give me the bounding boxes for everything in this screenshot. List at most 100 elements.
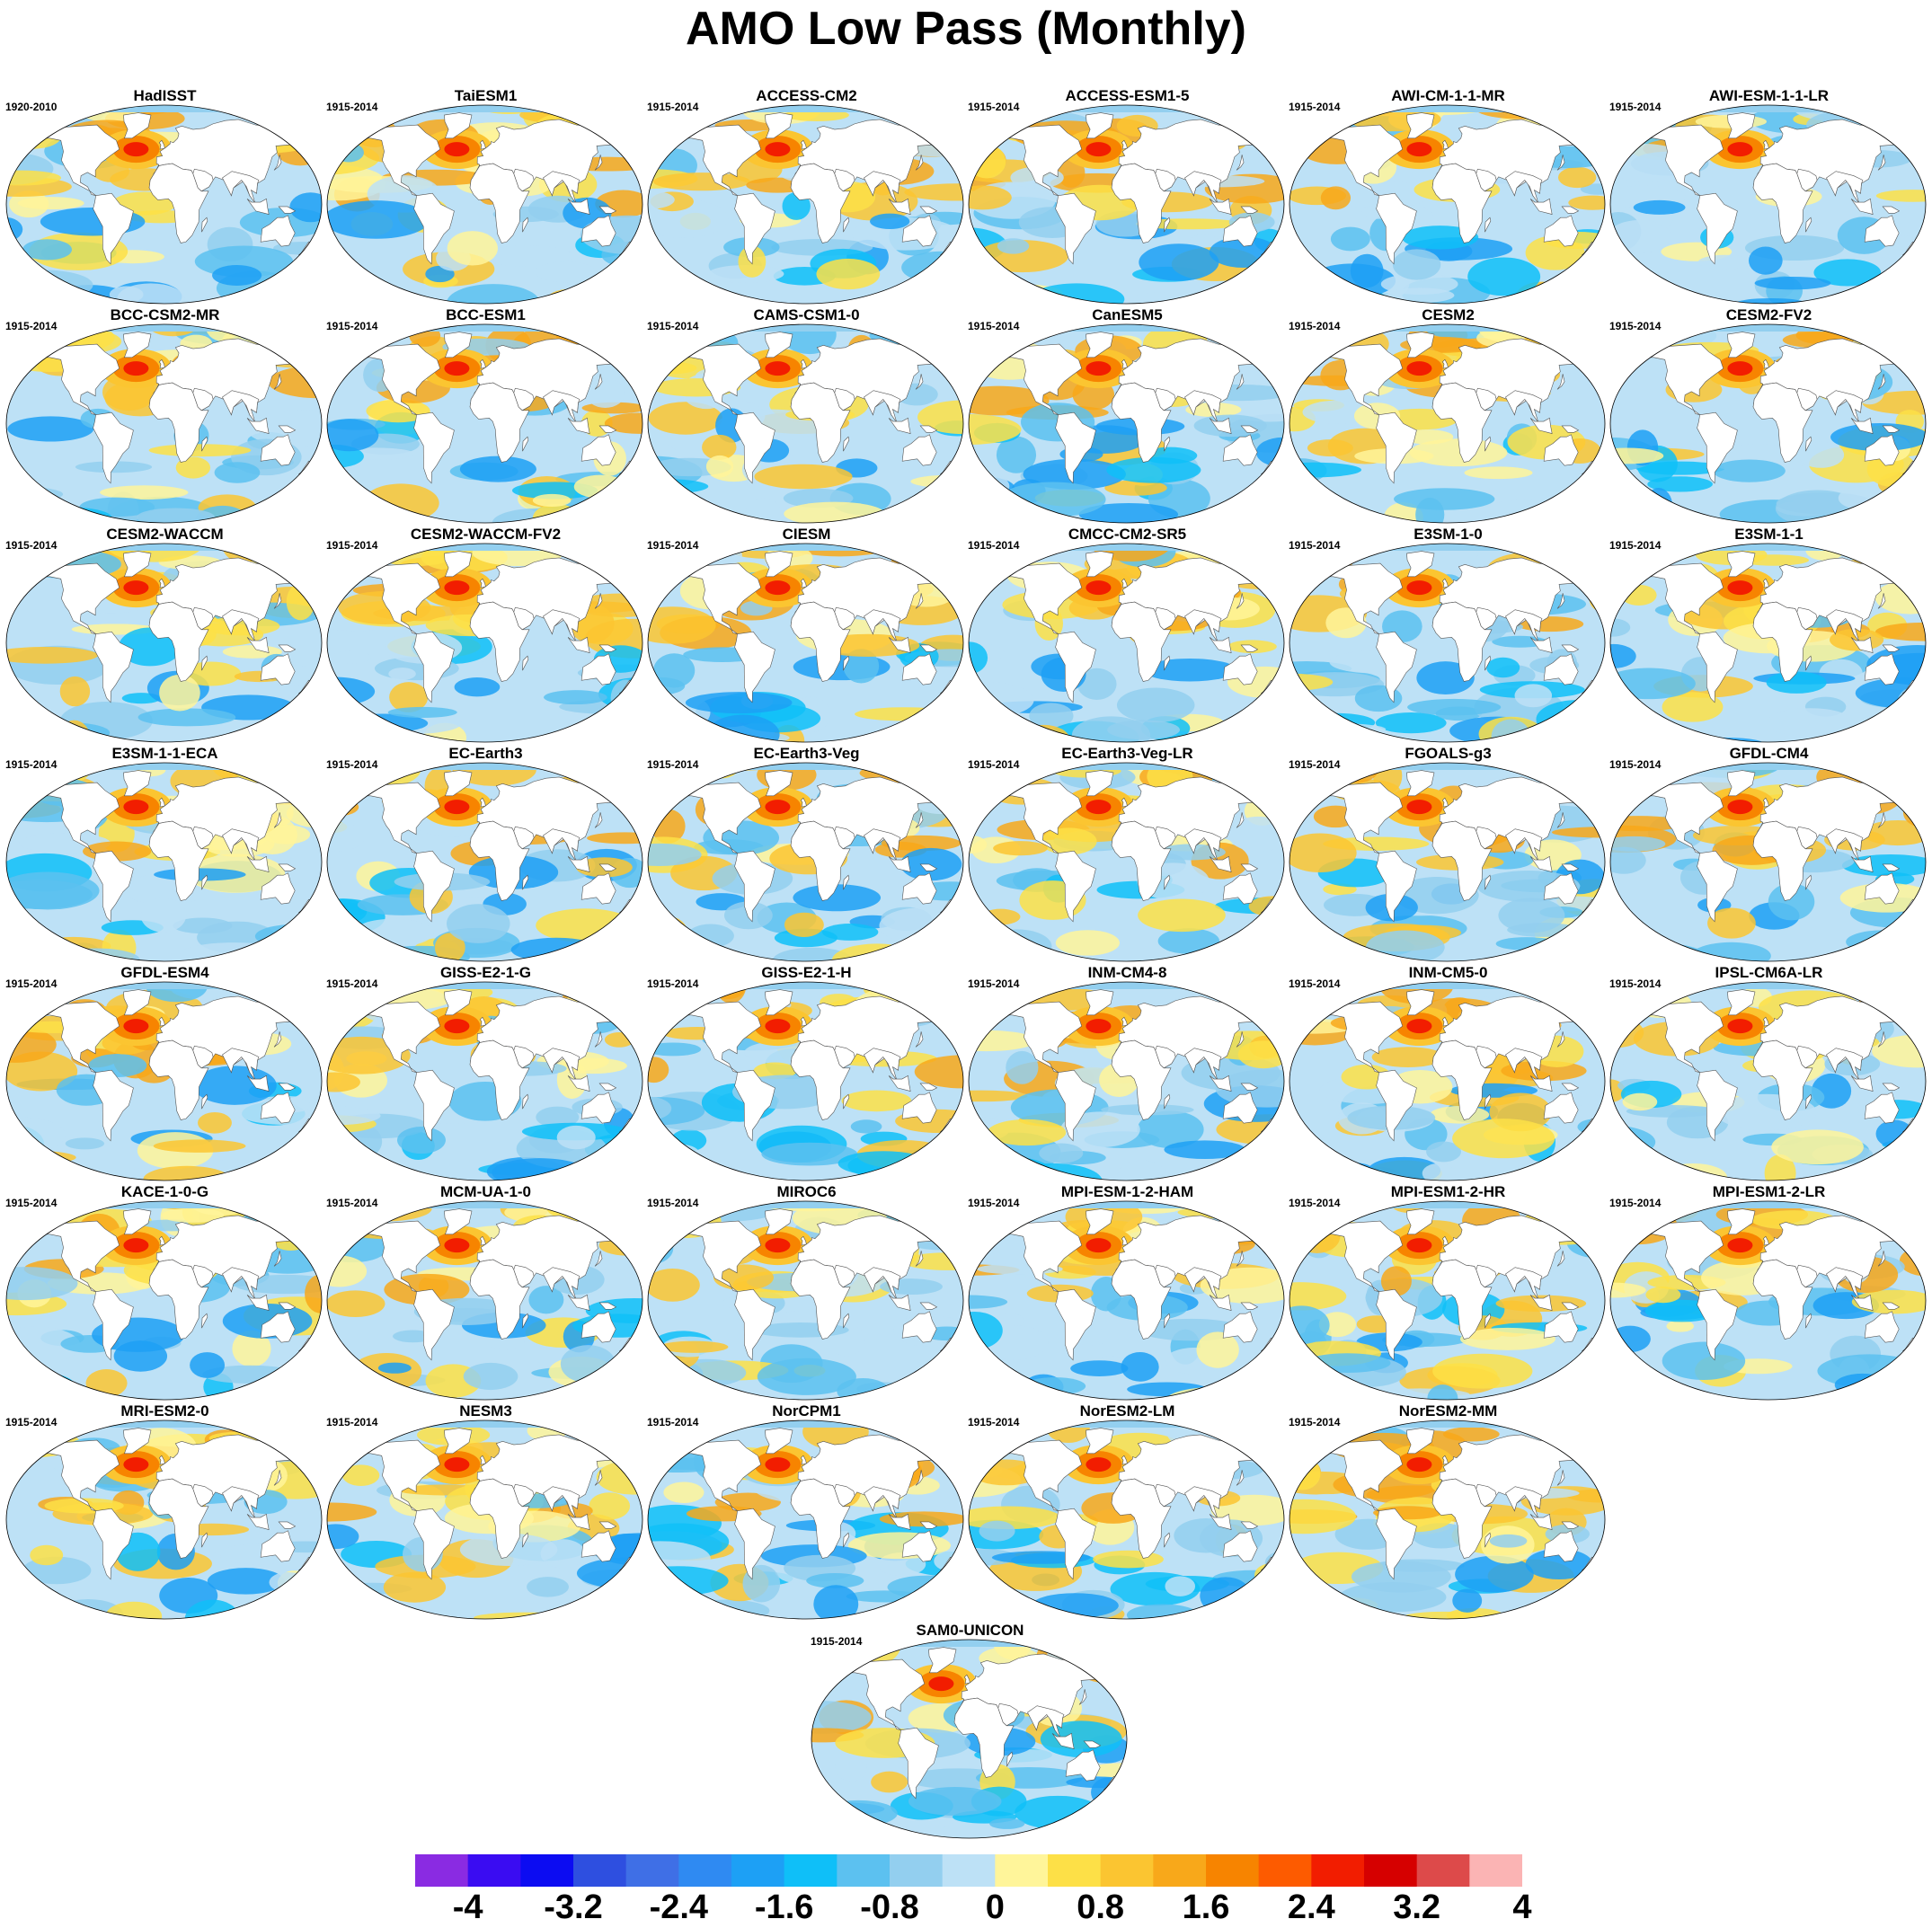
map-panel: TaiESM1 1915-2014 (325, 87, 646, 307)
map-panel: IPSL-CM6A-LR 1915-2014 (1609, 964, 1929, 1184)
panel-title: GISS-E2-1-G (439, 964, 532, 981)
sst-regression-map (968, 981, 1285, 1181)
panel-title: GISS-E2-1-H (761, 964, 852, 981)
panel-title: HadISST (133, 87, 197, 104)
panel-period: 1915-2014 (1289, 101, 1341, 113)
panel-title: SAM0-UNICON (916, 1622, 1024, 1639)
sst-regression-map (1289, 981, 1606, 1181)
colorbar-swatch (1364, 1854, 1418, 1887)
panel-period: 1915-2014 (1609, 320, 1662, 332)
sst-regression-map (1609, 981, 1927, 1181)
map-panel: CESM2-FV2 1915-2014 (1609, 306, 1929, 526)
panel-period: 1915-2014 (326, 539, 378, 552)
sst-regression-map (326, 762, 643, 962)
sst-regression-map (1609, 543, 1927, 743)
map-panel: ACCESS-ESM1-5 1915-2014 (967, 87, 1288, 307)
panel-title: TaiESM1 (454, 87, 518, 104)
map-panel: MCM-UA-1-0 1915-2014 (325, 1183, 646, 1403)
sst-regression-map (968, 1419, 1285, 1620)
panel-period: 1915-2014 (1609, 977, 1662, 990)
sst-regression-map (968, 762, 1285, 962)
panel-period: 1915-2014 (5, 320, 58, 332)
sst-regression-map (5, 762, 323, 962)
map-panel: MPI-ESM1-2-LR 1915-2014 (1609, 1183, 1929, 1403)
map-panel: NESM3 1915-2014 (325, 1402, 646, 1623)
map-panel: MIROC6 1915-2014 (646, 1183, 967, 1403)
map-panel: CanESM5 1915-2014 (967, 306, 1288, 526)
map-panel: INM-CM4-8 1915-2014 (967, 964, 1288, 1184)
panel-title: FGOALS-g3 (1405, 745, 1492, 762)
sst-regression-map (811, 1639, 1128, 1839)
sst-regression-map (647, 543, 964, 743)
sst-regression-map (1609, 104, 1927, 305)
map-panel: E3SM-1-1-ECA 1915-2014 (4, 745, 325, 965)
map-panel: E3SM-1-1 1915-2014 (1609, 526, 1929, 746)
panel-period: 1915-2014 (1289, 758, 1341, 771)
colorbar-swatch (837, 1854, 891, 1887)
colorbar-tick-label: -1.6 (754, 1888, 814, 1926)
map-panel: CAMS-CSM1-0 1915-2014 (646, 306, 967, 526)
panel-title: E3SM-1-0 (1414, 526, 1483, 543)
sst-regression-map (326, 981, 643, 1181)
colorbar-swatch (678, 1854, 732, 1887)
panel-title: NorESM2-LM (1079, 1402, 1175, 1419)
panel-period: 1915-2014 (968, 1416, 1020, 1428)
panel-title: CESM2-WACCM (106, 526, 224, 543)
panel-period: 1915-2014 (326, 101, 378, 113)
panel-period: 1915-2014 (5, 977, 58, 990)
colorbar-swatch (625, 1854, 679, 1887)
panel-title: AWI-CM-1-1-MR (1391, 87, 1505, 104)
sst-regression-map (1609, 762, 1927, 962)
panel-period: 1915-2014 (968, 1197, 1020, 1209)
panel-title: KACE-1-0-G (120, 1183, 209, 1200)
panel-title: EC-Earth3-Veg (753, 745, 860, 762)
map-panel: MPI-ESM-1-2-HAM 1915-2014 (967, 1183, 1288, 1403)
colorbar-tick-label: -2.4 (649, 1888, 709, 1926)
colorbar-tick-label: 1.6 (1182, 1888, 1230, 1926)
sst-regression-map (1289, 543, 1606, 743)
panel-period: 1915-2014 (647, 101, 699, 113)
panel-title: BCC-CSM2-MR (110, 306, 220, 323)
sst-regression-map (5, 104, 323, 305)
panel-title: E3SM-1-1 (1734, 526, 1803, 543)
panel-title: CAMS-CSM1-0 (753, 306, 860, 323)
panel-title: MPI-ESM-1-2-HAM (1060, 1183, 1194, 1200)
map-panel: MPI-ESM1-2-HR 1915-2014 (1288, 1183, 1609, 1403)
panel-period: 1915-2014 (968, 758, 1020, 771)
panel-title: EC-Earth3-Veg-LR (1061, 745, 1193, 762)
sst-regression-map (647, 323, 964, 524)
panel-title: MCM-UA-1-0 (439, 1183, 532, 1200)
sst-regression-map (968, 323, 1285, 524)
map-panel: INM-CM5-0 1915-2014 (1288, 964, 1609, 1184)
panel-title: MPI-ESM1-2-HR (1390, 1183, 1506, 1200)
panel-title: NorESM2-MM (1398, 1402, 1498, 1419)
colorbar-tick-label: 2.4 (1287, 1888, 1335, 1926)
map-panel: AWI-CM-1-1-MR 1915-2014 (1288, 87, 1609, 307)
colorbar-swatch (573, 1854, 627, 1887)
panel-period: 1915-2014 (647, 758, 699, 771)
panel-period: 1915-2014 (968, 977, 1020, 990)
map-panel: EC-Earth3 1915-2014 (325, 745, 646, 965)
panel-title: INM-CM5-0 (1408, 964, 1488, 981)
sst-regression-map (326, 543, 643, 743)
figure-title: AMO Low Pass (Monthly) (686, 3, 1246, 55)
map-panel: CIESM 1915-2014 (646, 526, 967, 746)
panel-period: 1915-2014 (811, 1635, 863, 1648)
panel-title: MIROC6 (776, 1183, 837, 1200)
map-panel: BCC-CSM2-MR 1915-2014 (4, 306, 325, 526)
sst-regression-map (1289, 104, 1606, 305)
colorbar-swatch (1153, 1854, 1207, 1887)
panel-period: 1915-2014 (326, 320, 378, 332)
panel-period: 1915-2014 (647, 977, 699, 990)
panel-period: 1920-2010 (5, 101, 58, 113)
colorbar-swatch (1469, 1854, 1522, 1887)
map-panel: NorESM2-LM 1915-2014 (967, 1402, 1288, 1623)
panel-title: INM-CM4-8 (1087, 964, 1167, 981)
sst-regression-map (5, 323, 323, 524)
panel-period: 1915-2014 (968, 320, 1020, 332)
map-panel: BCC-ESM1 1915-2014 (325, 306, 646, 526)
panel-title: CESM2-FV2 (1725, 306, 1812, 323)
panel-title: CIESM (782, 526, 831, 543)
panel-period: 1915-2014 (1609, 1197, 1662, 1209)
map-panel: KACE-1-0-G 1915-2014 (4, 1183, 325, 1403)
